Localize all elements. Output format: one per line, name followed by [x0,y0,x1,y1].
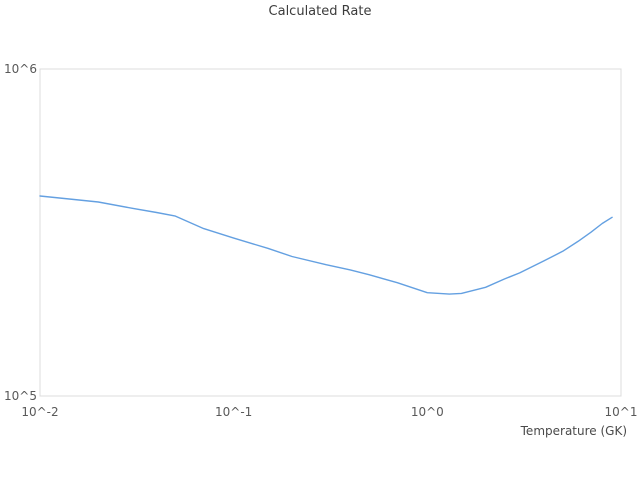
chart-title: Calculated Rate [268,4,372,19]
y-tick-label: 10^5 [4,389,37,403]
calculated-rate-line [39,195,613,295]
x-tick-label: 10^-1 [215,405,253,419]
x-axis-title: Temperature (GK) [520,424,627,438]
y-tick-label: 10^6 [4,62,37,76]
x-tick-label: 10^0 [410,405,444,419]
plot-border [39,68,622,397]
x-tick-label: 10^1 [604,405,638,419]
x-tick-label: 10^-2 [21,405,59,419]
